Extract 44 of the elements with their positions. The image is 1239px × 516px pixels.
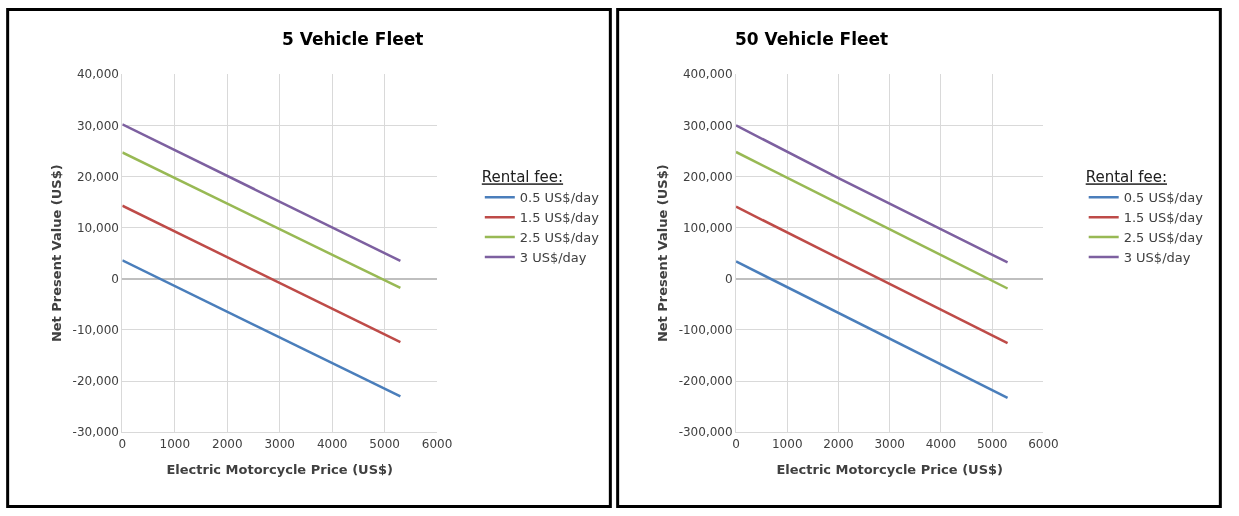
x-tick-label: 1000 (771, 436, 803, 451)
legend-label: 3 US$/day (519, 250, 587, 266)
x-tick-label: 2000 (211, 436, 243, 451)
legend-label: 0.5 US$/day (1123, 190, 1204, 206)
y-tick-label: -200,000 (678, 374, 733, 389)
y-tick-label: 40,000 (76, 67, 119, 82)
chart-title: 50 Vehicle Fleet (735, 29, 889, 49)
y-tick-label: -30,000 (72, 425, 119, 440)
x-tick-label: 3000 (264, 436, 295, 451)
legend-label: 1.5 US$/day (519, 210, 600, 226)
x-tick-label: 5000 (976, 436, 1008, 451)
legend-label: 3 US$/day (1123, 250, 1191, 266)
y-tick-label: 400,000 (682, 67, 733, 82)
legend-label: 0.5 US$/day (519, 190, 600, 206)
x-tick-label: 4000 (316, 436, 348, 451)
y-axis-title: Net Present Value (US$) (654, 164, 670, 343)
y-tick-label: 20,000 (76, 169, 119, 184)
y-tick-label: 100,000 (682, 220, 733, 235)
y-tick-label: 30,000 (76, 118, 119, 133)
legend-label: 1.5 US$/day (1123, 210, 1204, 226)
chart-title: 5 Vehicle Fleet (282, 29, 424, 49)
y-tick-label: -300,000 (678, 425, 733, 440)
x-tick-label: 3000 (874, 436, 905, 451)
x-axis-title: Electric Motorcycle Price (US$) (776, 462, 1004, 478)
y-tick-label: 200,000 (682, 169, 733, 184)
legend-label: 2.5 US$/day (1123, 230, 1204, 246)
x-tick-label: 5000 (369, 436, 400, 451)
legend-title: Rental fee: (1085, 168, 1167, 187)
x-axis-title: Electric Motorcycle Price (US$) (166, 462, 394, 478)
y-tick-label: -10,000 (72, 323, 119, 338)
legend-title: Rental fee: (481, 168, 564, 187)
x-tick-label: 6000 (421, 436, 453, 451)
x-tick-label: 4000 (925, 436, 957, 451)
x-tick-label: 6000 (1028, 436, 1059, 451)
y-tick-label: 0 (724, 272, 733, 286)
y-tick-label: 300,000 (682, 118, 733, 133)
legend-label: 2.5 US$/day (519, 230, 600, 246)
y-tick-label: -100,000 (678, 323, 733, 338)
x-tick-label: 1000 (159, 436, 191, 451)
x-tick-label: 2000 (823, 436, 854, 451)
y-tick-label: 0 (111, 272, 119, 286)
y-tick-label: -20,000 (72, 374, 119, 389)
y-tick-label: 10,000 (76, 220, 119, 235)
y-axis-title: Net Present Value (US$) (48, 164, 64, 343)
